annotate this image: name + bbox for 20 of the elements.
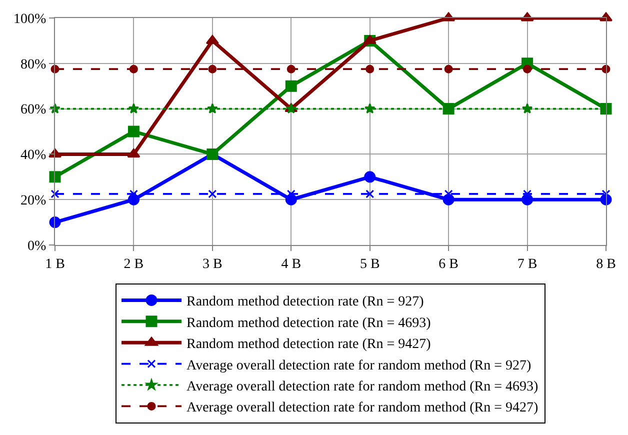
- x-tick-label: 2 B: [124, 256, 144, 272]
- legend-label: Random method detection rate (Rn = 4693): [186, 316, 432, 331]
- x-tick-label: 3 B: [202, 256, 222, 272]
- y-tick-label: 0%: [28, 238, 47, 254]
- legend-label: Random method detection rate (Rn = 927): [186, 294, 424, 310]
- x-tick-label: 4 B: [281, 256, 302, 272]
- legend-label: Random method detection rate (Rn = 9427): [186, 337, 432, 352]
- y-tick-label: 20%: [20, 194, 47, 208]
- x-tick-label: 6 B: [438, 256, 458, 272]
- legend-label: Average overall detection rate for random method (Rn = 927): [186, 358, 532, 374]
- x-tick-label: 5 B: [360, 256, 380, 272]
- x-tick-label: 8 B: [596, 256, 616, 272]
- x-tick-label: 1 B: [45, 256, 65, 272]
- legend-label: Average overall detection rate for random method (Rn = 4693): [186, 379, 539, 394]
- y-tick-label: 60%: [20, 102, 47, 118]
- y-tick-label: 40%: [20, 148, 47, 164]
- y-tick-label: 80%: [20, 57, 47, 72]
- y-tick-label: 100%: [14, 12, 47, 27]
- legend-label: Average overall detection rate for random method (Rn = 9427): [186, 400, 539, 416]
- x-tick-label: 7 B: [517, 256, 538, 272]
